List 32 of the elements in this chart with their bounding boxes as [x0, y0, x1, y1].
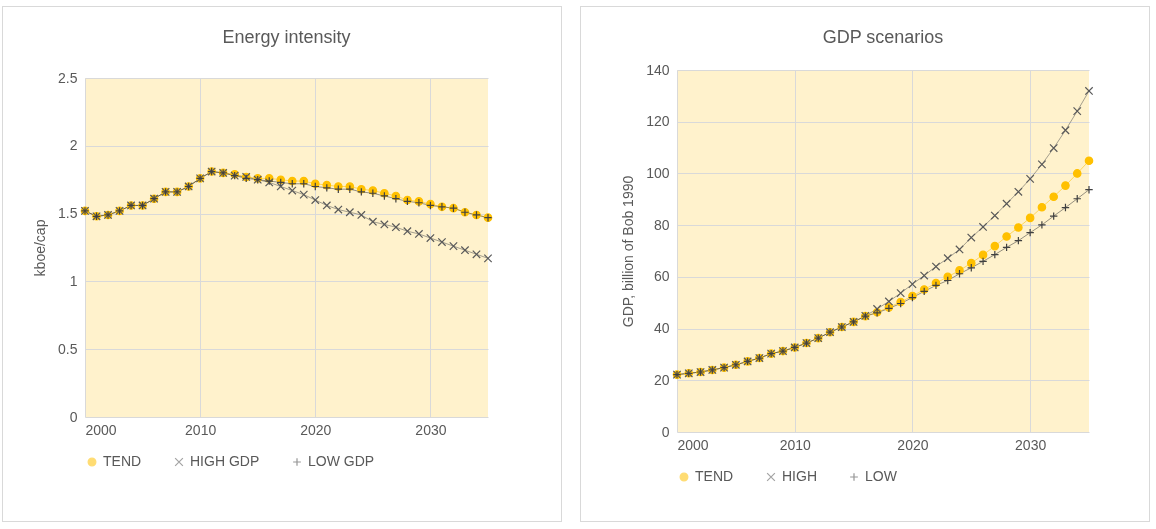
y-tick-label: 80 — [653, 216, 670, 233]
x-tick-label: 2000 — [677, 436, 709, 453]
y-tick-label: 2 — [69, 137, 78, 154]
x-tick-label: 2020 — [897, 436, 929, 453]
y-tick-label: 140 — [646, 61, 670, 78]
legend-label: LOW — [865, 468, 898, 484]
y-tick-label: 100 — [646, 164, 670, 181]
x-tick-label: 2010 — [185, 421, 217, 438]
chart-title: GDP scenarios — [822, 27, 944, 47]
y-tick-label: 1 — [69, 272, 78, 289]
y-axis-title: kboe/cap — [32, 219, 49, 277]
y-tick-label: 120 — [646, 113, 670, 130]
y-tick-label: 0 — [69, 408, 78, 425]
y-tick-label: 40 — [653, 320, 670, 337]
legend-label: HIGH GDP — [190, 453, 260, 469]
legend-label: TEND — [103, 453, 142, 469]
x-tick-label: 2030 — [415, 421, 447, 438]
legend-label: HIGH — [782, 468, 817, 484]
chart-title: Energy intensity — [222, 27, 351, 47]
x-tick-label: 2010 — [779, 436, 811, 453]
x-tick-label: 2030 — [1015, 436, 1047, 453]
y-axis-title: GDP, billion of Bob 1990 — [620, 175, 637, 328]
y-tick-label: 1.5 — [58, 205, 78, 222]
x-tick-label: 2020 — [300, 421, 332, 438]
y-tick-label: 2.5 — [58, 69, 78, 86]
y-tick-label: 0.5 — [58, 340, 78, 357]
x-tick-label: 2000 — [85, 421, 117, 438]
y-tick-label: 60 — [653, 268, 670, 285]
y-tick-label: 20 — [653, 371, 670, 388]
y-tick-label: 0 — [661, 423, 670, 440]
legend-label: TEND — [695, 468, 734, 484]
legend-label: LOW GDP — [308, 453, 375, 469]
